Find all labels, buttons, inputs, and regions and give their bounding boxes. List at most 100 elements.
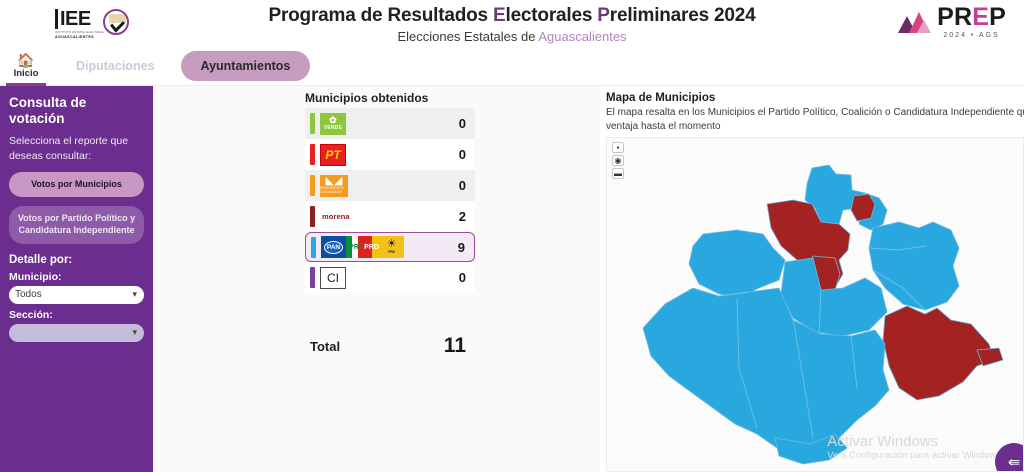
party-count: 9 xyxy=(457,239,465,255)
seccion-select[interactable]: ▾ xyxy=(9,323,144,342)
page-title-part1: Programa de Resultados xyxy=(268,5,493,26)
results-panel: Municipios obtenidos ✿ VERDE 0 PT 0 xyxy=(153,86,600,472)
map-zoom-out-button[interactable]: ▬ xyxy=(612,168,624,179)
party-color-bar xyxy=(310,175,315,196)
iee-ballot-icon xyxy=(103,9,130,35)
tab-ayuntamientos[interactable]: Ayuntamientos xyxy=(180,50,311,81)
page-title-part3: reliminares 2024 xyxy=(609,5,756,26)
page-title-accent-e: E xyxy=(493,5,506,26)
map-canvas[interactable]: ▪ ◉ ▬ xyxy=(606,137,1024,472)
party-count: 0 xyxy=(458,270,466,285)
party-color-bar xyxy=(310,144,315,165)
pan-logo-text: PAN xyxy=(324,240,343,254)
party-results-list: ✿ VERDE 0 PT 0 ◣◢ MOVIMIENTO CIU xyxy=(305,108,475,293)
pt-logo-text: PT xyxy=(320,143,346,166)
party-color-bar xyxy=(310,113,315,134)
party-color-bar xyxy=(310,267,315,288)
table-row[interactable]: PT 0 xyxy=(305,139,475,170)
page-title-accent-p: P xyxy=(597,5,610,26)
page-subtitle-prefix: Elecciones Estatales de xyxy=(397,28,539,44)
iee-letters: IEE xyxy=(55,9,91,29)
prs-logo-text: PRS xyxy=(388,249,395,254)
share-icon[interactable]: ⇚ xyxy=(995,443,1023,471)
party-color-bar xyxy=(311,236,316,258)
prep-word-pre: PR xyxy=(937,3,973,31)
pt-logo: PT xyxy=(320,143,346,166)
total-label: Total xyxy=(310,338,341,354)
prep-logo-text: PREP 2024 • AGS xyxy=(937,5,1006,40)
party-count: 2 xyxy=(458,209,466,224)
verde-logo-text: VERDE xyxy=(323,125,343,131)
prs-sun-icon: ☀ xyxy=(386,238,397,251)
chevron-down-icon: ▾ xyxy=(132,288,137,299)
home-icon: 🏠 xyxy=(17,51,35,68)
table-row[interactable]: morena 2 xyxy=(305,201,475,232)
sidebar-item-inicio[interactable]: 🏠 Inicio xyxy=(4,46,48,86)
map-reset-button[interactable]: ▪ xyxy=(612,142,624,153)
mc-logo-text: MOVIMIENTO CIUDADANO xyxy=(320,185,344,194)
municipio-blue-south-tail xyxy=(774,433,848,465)
iee-subtitle-institute: INSTITUTO ESTATAL ELECTORAL xyxy=(55,31,105,34)
page-title-part2: lectorales xyxy=(505,5,598,26)
prep-word-post: P xyxy=(989,3,1006,31)
table-row[interactable]: CI 0 xyxy=(305,262,475,293)
verde-bird-icon: ✿ xyxy=(329,115,337,125)
app-header: IEE INSTITUTO ESTATAL ELECTORAL AGUASCAL… xyxy=(0,0,1024,46)
aguascalientes-municipality-map[interactable] xyxy=(607,138,1024,472)
iee-subtitle-state: AGUASCALIENTES xyxy=(55,35,94,39)
party-color-bar xyxy=(310,206,315,227)
table-row[interactable]: PAN PRI PRD ☀ PRS 9 xyxy=(305,232,475,262)
prd-logo-text: PRD xyxy=(364,236,379,258)
mc-wings-icon: ◣◢ xyxy=(325,175,343,188)
map-panel: Mapa de Municipios El mapa resalta en lo… xyxy=(600,86,1024,472)
pri-logo-text: PRI xyxy=(346,236,364,258)
party-count: 0 xyxy=(458,178,466,193)
municipio-blue-west xyxy=(688,229,786,299)
map-zoom-controls: ▪ ◉ ▬ xyxy=(612,142,624,179)
page-subtitle: Elecciones Estatales de Aguascalientes xyxy=(0,29,1024,44)
page-title: Programa de Resultados Electorales Preli… xyxy=(0,4,1024,28)
map-zoom-in-button[interactable]: ◉ xyxy=(612,155,624,166)
report-button-votos-partido[interactable]: Votos por Partido Político y Candidatura… xyxy=(9,206,144,244)
verde-logo: ✿ VERDE xyxy=(320,112,346,135)
prep-year-label: 2024 • AGS xyxy=(943,32,1000,39)
party-count: 0 xyxy=(458,116,466,131)
mc-logo: ◣◢ MOVIMIENTO CIUDADANO xyxy=(320,174,348,197)
consulta-sidebar: Consulta de votación Selecciona el repor… xyxy=(0,86,153,472)
page-subtitle-state: Aguascalientes xyxy=(538,28,627,44)
municipio-blue-northeast xyxy=(868,221,960,311)
chevron-down-icon: ▾ xyxy=(132,326,137,337)
header-title-block: Programa de Resultados Electorales Preli… xyxy=(0,4,1024,44)
municipio-blue-south xyxy=(642,287,890,461)
sidebar-description: Selecciona el reporte que deseas consult… xyxy=(9,135,129,162)
tab-diputaciones[interactable]: Diputaciones xyxy=(76,58,155,73)
sidebar-title: Consulta de votación xyxy=(9,95,87,127)
prep-mountain-icon xyxy=(898,9,932,35)
tab-home-label: Inicio xyxy=(13,67,39,79)
prep-word-accent: E xyxy=(972,3,990,31)
party-count: 0 xyxy=(458,147,466,162)
table-row[interactable]: ✿ VERDE 0 xyxy=(305,108,475,139)
main-tabbar: 🏠 Inicio Diputaciones Ayuntamientos xyxy=(0,46,1024,86)
prep-wordmark: PREP xyxy=(937,5,1006,30)
morena-logo: morena xyxy=(320,206,350,228)
table-row[interactable]: ◣◢ MOVIMIENTO CIUDADANO 0 xyxy=(305,170,475,201)
municipio-select-value: Todos xyxy=(15,289,42,301)
map-description: El mapa resalta en los Municipios el Par… xyxy=(606,107,1024,132)
ci-logo-text: CI xyxy=(320,266,346,289)
municipio-red-northeast xyxy=(850,193,876,222)
municipio-label: Municipio: xyxy=(9,270,62,283)
morena-logo-text: morena xyxy=(322,212,350,221)
detalle-por-label: Detalle por: xyxy=(9,253,73,266)
prep-logo: PREP 2024 • AGS xyxy=(898,5,1006,39)
total-row: Total 11 xyxy=(305,334,475,358)
municipios-obtenidos-title: Municipios obtenidos xyxy=(305,91,429,105)
report-button-votos-municipios[interactable]: Votos por Municipios xyxy=(9,171,144,198)
iee-logo: IEE INSTITUTO ESTATAL ELECTORAL AGUASCAL… xyxy=(55,4,133,44)
municipio-red-east-spur xyxy=(976,347,1004,367)
ci-logo: CI xyxy=(320,266,346,289)
municipio-select[interactable]: Todos ▾ xyxy=(9,285,144,304)
map-title: Mapa de Municipios xyxy=(606,92,716,104)
iee-logo-text: IEE INSTITUTO ESTATAL ELECTORAL AGUASCAL… xyxy=(55,9,104,39)
